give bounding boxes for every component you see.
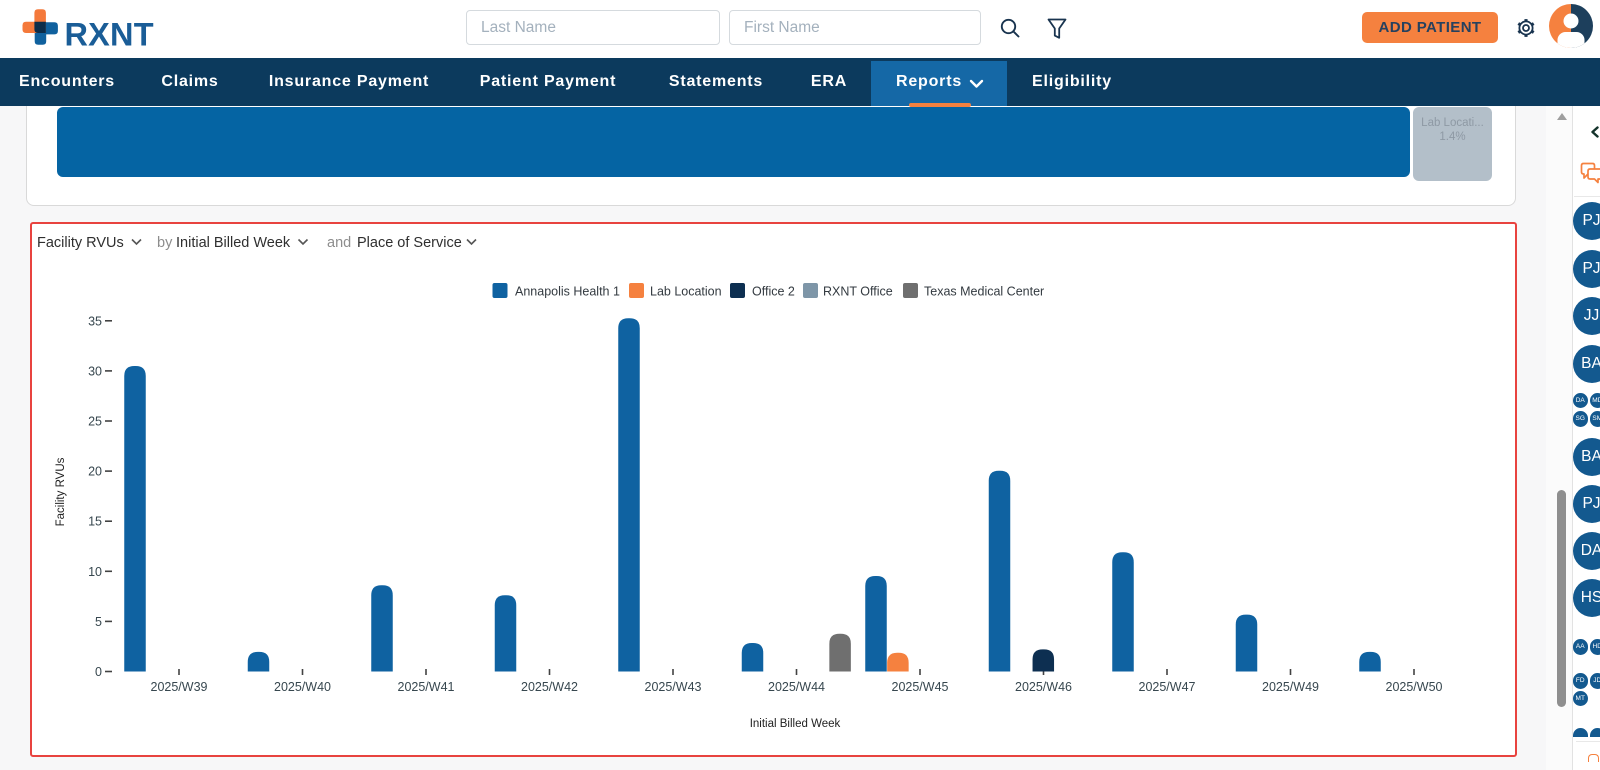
svg-text:2025/W47: 2025/W47 [1139,680,1196,694]
svg-text:25: 25 [88,415,102,429]
svg-text:5: 5 [95,615,102,629]
svg-text:2025/W40: 2025/W40 [274,680,331,694]
svg-text:Initial Billed Week: Initial Billed Week [750,718,841,730]
svg-text:Initial Billed Week: Initial Billed Week [176,235,291,251]
svg-text:2025/W49: 2025/W49 [1262,680,1319,694]
svg-text:2025/W42: 2025/W42 [521,680,578,694]
svg-text:30: 30 [88,364,102,378]
svg-text:2025/W44: 2025/W44 [768,680,825,694]
svg-text:Facility RVUs: Facility RVUs [37,235,124,251]
svg-text:Annapolis Health 1: Annapolis Health 1 [515,285,620,299]
svg-text:35: 35 [88,314,102,328]
svg-text:2025/W50: 2025/W50 [1386,680,1443,694]
svg-text:RXNT: RXNT [65,17,154,53]
svg-text:and: and [327,235,351,251]
svg-text:Office 2: Office 2 [752,285,795,299]
svg-text:Lab Location: Lab Location [650,285,722,299]
svg-text:2025/W39: 2025/W39 [151,680,208,694]
svg-text:RXNT Office: RXNT Office [823,285,893,299]
svg-text:0: 0 [95,665,102,679]
svg-text:2025/W45: 2025/W45 [892,680,949,694]
svg-text:2025/W46: 2025/W46 [1015,680,1072,694]
svg-text:2025/W41: 2025/W41 [398,680,455,694]
svg-text:Place of Service: Place of Service [357,235,462,251]
svg-text:15: 15 [88,515,102,529]
svg-text:Facility RVUs: Facility RVUs [55,457,67,526]
svg-text:by: by [157,235,173,251]
svg-text:10: 10 [88,565,102,579]
svg-text:2025/W43: 2025/W43 [645,680,702,694]
svg-text:Texas Medical Center: Texas Medical Center [924,285,1044,299]
svg-text:20: 20 [88,465,102,479]
